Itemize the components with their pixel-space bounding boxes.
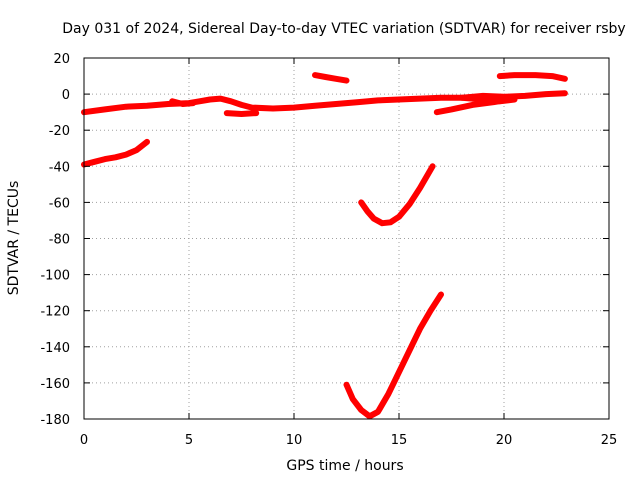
- x-tick-label: 10: [286, 433, 303, 448]
- series-line-5: [312, 72, 350, 84]
- y-tick-label: -100: [40, 269, 70, 284]
- series-line-4: [223, 110, 260, 117]
- gridlines: [84, 58, 609, 419]
- chart-title: Day 031 of 2024, Sidereal Day-to-day VTE…: [62, 21, 625, 37]
- y-tick-label: -80: [49, 233, 70, 248]
- series-line-2: [81, 138, 150, 168]
- y-tick-label: -60: [49, 196, 70, 211]
- series-line-10: [496, 72, 568, 82]
- x-tick-label: 0: [80, 433, 88, 448]
- x-tick-label: 20: [496, 433, 513, 448]
- data-series: [81, 72, 568, 420]
- y-tick-label: -140: [40, 341, 70, 356]
- axis-ticks: 0 5 10 15 20 25 20 0 -20 -40 -60 -80 -100 -120 -140 -16…: [40, 52, 617, 448]
- y-tick-label: -40: [49, 160, 70, 175]
- y-tick-label: -180: [40, 413, 70, 428]
- series-line-6: [358, 163, 436, 227]
- plot-frame: [83, 57, 610, 420]
- x-tick-label: 15: [391, 433, 408, 448]
- x-axis-label: GPS time / hours: [286, 458, 403, 474]
- y-tick-label: 20: [53, 52, 70, 67]
- y-tick-label: -160: [40, 377, 70, 392]
- x-tick-label: 25: [601, 433, 618, 448]
- y-tick-label: 0: [62, 88, 70, 103]
- x-tick-label: 5: [185, 433, 193, 448]
- series-line-3: [169, 98, 197, 107]
- y-tick-label: -120: [40, 305, 70, 320]
- series-line-9: [459, 94, 518, 105]
- series-line-7: [343, 291, 444, 420]
- y-tick-label: -20: [49, 124, 70, 139]
- y-axis-label: SDTVAR / TECUs: [6, 181, 22, 296]
